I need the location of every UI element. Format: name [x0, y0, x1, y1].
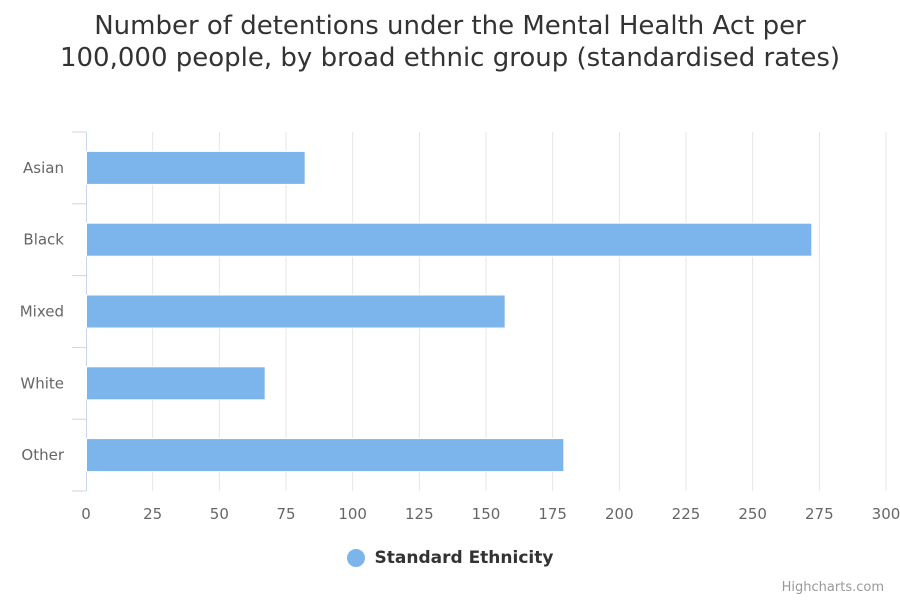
grid-layer — [152, 132, 887, 491]
x-tick-label-175: 175 — [538, 505, 567, 523]
x-tick-label-275: 275 — [805, 505, 834, 523]
legend[interactable]: Standard Ethnicity — [0, 548, 900, 568]
bar-asian[interactable] — [86, 150, 306, 185]
x-tick-label-125: 125 — [405, 505, 434, 523]
bar-mixed[interactable] — [86, 294, 506, 329]
legend-label-standard-ethnicity[interactable]: Standard Ethnicity — [374, 548, 554, 568]
category-label-mixed: Mixed — [20, 303, 64, 321]
x-tick-label-75: 75 — [276, 505, 295, 523]
axis-layer — [72, 131, 87, 492]
category-label-white: White — [20, 374, 64, 392]
x-tick-label-150: 150 — [472, 505, 501, 523]
x-tick-label-25: 25 — [143, 505, 162, 523]
x-tick-label-0: 0 — [81, 505, 91, 523]
x-tick-label-300: 300 — [872, 505, 900, 523]
bar-white[interactable] — [86, 366, 266, 401]
x-tick-label-100: 100 — [338, 505, 367, 523]
category-label-black: Black — [23, 231, 64, 249]
bar-other[interactable] — [86, 438, 565, 473]
category-label-other: Other — [21, 446, 64, 464]
x-tick-label-200: 200 — [605, 505, 634, 523]
bar-layer — [86, 150, 813, 473]
label-layer: 0 25 50 75 100 125 150 175 200 225 250 275 300 Asian B… — [20, 159, 900, 523]
x-tick-label-225: 225 — [672, 505, 701, 523]
credits-link[interactable]: Highcharts.com — [781, 580, 884, 595]
x-tick-label-250: 250 — [738, 505, 767, 523]
category-label-asian: Asian — [23, 159, 64, 177]
chart-title: Number of detentions under the Mental He… — [59, 11, 841, 73]
legend-symbol — [346, 549, 365, 567]
x-tick-label-50: 50 — [210, 505, 229, 523]
bar-black[interactable] — [86, 222, 813, 257]
